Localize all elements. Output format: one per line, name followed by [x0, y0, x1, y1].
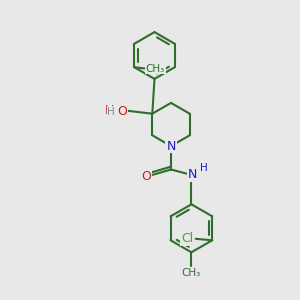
Text: H O: H O: [105, 103, 127, 117]
Text: CH₃: CH₃: [146, 64, 165, 74]
Text: N: N: [188, 168, 198, 182]
Text: CH₃: CH₃: [182, 268, 201, 278]
Text: N: N: [166, 140, 176, 153]
Text: Cl: Cl: [181, 232, 194, 245]
Text: H: H: [200, 163, 208, 173]
Text: O: O: [117, 105, 127, 119]
Text: O: O: [141, 169, 151, 183]
Text: H: H: [107, 107, 115, 117]
